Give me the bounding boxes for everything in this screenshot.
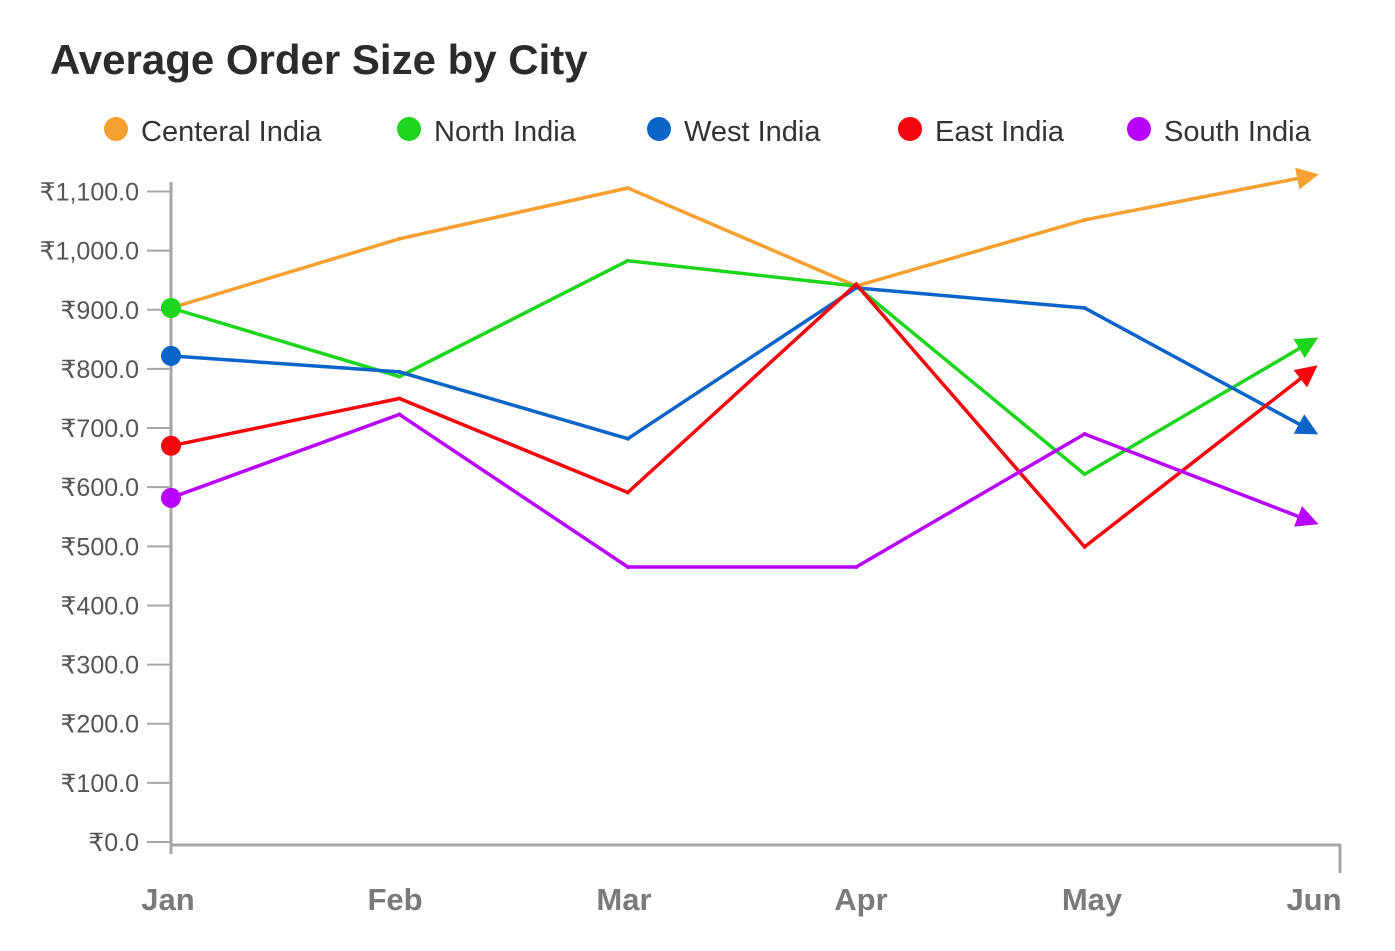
data-point-centeral-india-feb[interactable] bbox=[397, 236, 402, 241]
chart-title: Average Order Size by City bbox=[50, 36, 588, 83]
series-south-india bbox=[161, 412, 1319, 570]
data-point-centeral-india-may[interactable] bbox=[1082, 217, 1087, 222]
y-tick-label: ₹200.0 bbox=[61, 711, 139, 739]
data-point-west-india-may[interactable] bbox=[1082, 305, 1087, 310]
legend-marker-north-india bbox=[397, 117, 421, 141]
legend-label-south-india: South India bbox=[1164, 116, 1312, 148]
data-point-centeral-india-mar[interactable] bbox=[625, 185, 630, 190]
legend-item-east-india[interactable]: East India bbox=[898, 116, 1065, 148]
data-point-south-india-mar[interactable] bbox=[625, 565, 630, 570]
data-point-east-india-may[interactable] bbox=[1082, 544, 1087, 549]
y-tick-label: ₹100.0 bbox=[61, 770, 139, 798]
data-point-north-india-feb[interactable] bbox=[397, 374, 402, 379]
series-line-east-india[interactable] bbox=[169, 281, 1315, 550]
legend-label-west-india: West India bbox=[684, 116, 821, 148]
data-point-west-india-mar[interactable] bbox=[625, 436, 630, 441]
y-tick-label: ₹700.0 bbox=[61, 415, 139, 443]
x-tick-label-mar: Mar bbox=[596, 882, 651, 917]
y-tick-label: ₹0.0 bbox=[88, 829, 139, 857]
data-point-east-india-apr[interactable] bbox=[854, 282, 859, 287]
y-tick-label: ₹400.0 bbox=[61, 592, 139, 620]
x-tick-label-may: May bbox=[1062, 882, 1123, 917]
data-point-west-india-jan[interactable] bbox=[161, 345, 181, 366]
data-point-north-india-mar[interactable] bbox=[625, 258, 630, 263]
y-tick-label: ₹1,000.0 bbox=[40, 238, 139, 266]
data-point-south-india-jun[interactable] bbox=[1294, 506, 1319, 527]
series-centeral-india bbox=[161, 167, 1319, 318]
y-tick-label: ₹800.0 bbox=[61, 356, 139, 384]
y-tick-label: ₹600.0 bbox=[61, 474, 139, 502]
legend-marker-centeral-india bbox=[104, 117, 128, 141]
data-point-east-india-mar[interactable] bbox=[625, 490, 630, 495]
axes: ₹0.0 ₹100.0 ₹200.0 ₹300.0 ₹400.0 ₹500.0 ₹600.0… bbox=[40, 179, 1342, 918]
legend-label-north-india: North India bbox=[434, 116, 577, 148]
data-point-north-india-may[interactable] bbox=[1082, 472, 1087, 477]
legend-item-north-india[interactable]: North India bbox=[397, 116, 577, 148]
series-line-north-india[interactable] bbox=[169, 258, 1315, 477]
data-point-south-india-feb[interactable] bbox=[397, 412, 402, 417]
x-tick-label-jun: Jun bbox=[1286, 882, 1341, 917]
data-point-north-india-jun[interactable] bbox=[1293, 337, 1319, 359]
series-line-west-india[interactable] bbox=[169, 286, 1315, 441]
series-north-india bbox=[161, 258, 1319, 477]
legend-marker-east-india bbox=[898, 117, 922, 141]
data-point-south-india-jan[interactable] bbox=[161, 487, 181, 508]
data-point-centeral-india-jun[interactable] bbox=[1295, 167, 1319, 190]
legend-item-west-india[interactable]: West India bbox=[647, 116, 821, 148]
series-layer bbox=[161, 167, 1319, 570]
data-point-east-india-jan[interactable] bbox=[161, 435, 181, 456]
data-point-west-india-feb[interactable] bbox=[397, 369, 402, 374]
legend-marker-west-india bbox=[647, 117, 671, 141]
data-point-west-india-jun[interactable] bbox=[1293, 414, 1319, 435]
x-tick-label-feb: Feb bbox=[367, 882, 422, 917]
y-tick-label: ₹500.0 bbox=[61, 533, 139, 561]
x-tick-label-jan: Jan bbox=[141, 882, 194, 917]
y-tick-label: ₹300.0 bbox=[61, 652, 139, 680]
legend-marker-south-india bbox=[1127, 117, 1151, 141]
data-point-south-india-may[interactable] bbox=[1082, 431, 1087, 436]
legend-label-centeral-india: Centeral India bbox=[141, 116, 322, 148]
y-tick-label: ₹1,100.0 bbox=[40, 179, 139, 207]
series-west-india bbox=[161, 285, 1319, 441]
y-tick-label: ₹900.0 bbox=[61, 297, 139, 325]
legend: Centeral India North India West India East … bbox=[104, 116, 1312, 148]
series-east-india bbox=[161, 281, 1318, 550]
data-point-north-india-jan[interactable] bbox=[161, 297, 181, 318]
series-line-south-india[interactable] bbox=[169, 412, 1315, 569]
legend-item-south-india[interactable]: South India bbox=[1127, 116, 1312, 148]
legend-label-east-india: East India bbox=[935, 116, 1065, 148]
legend-item-centeral-india[interactable]: Centeral India bbox=[104, 116, 322, 148]
data-point-east-india-jun[interactable] bbox=[1293, 365, 1318, 388]
x-tick-label-apr: Apr bbox=[834, 882, 887, 917]
series-line-centeral-india[interactable] bbox=[169, 173, 1315, 310]
data-point-south-india-apr[interactable] bbox=[854, 565, 859, 570]
data-point-east-india-feb[interactable] bbox=[397, 396, 402, 401]
